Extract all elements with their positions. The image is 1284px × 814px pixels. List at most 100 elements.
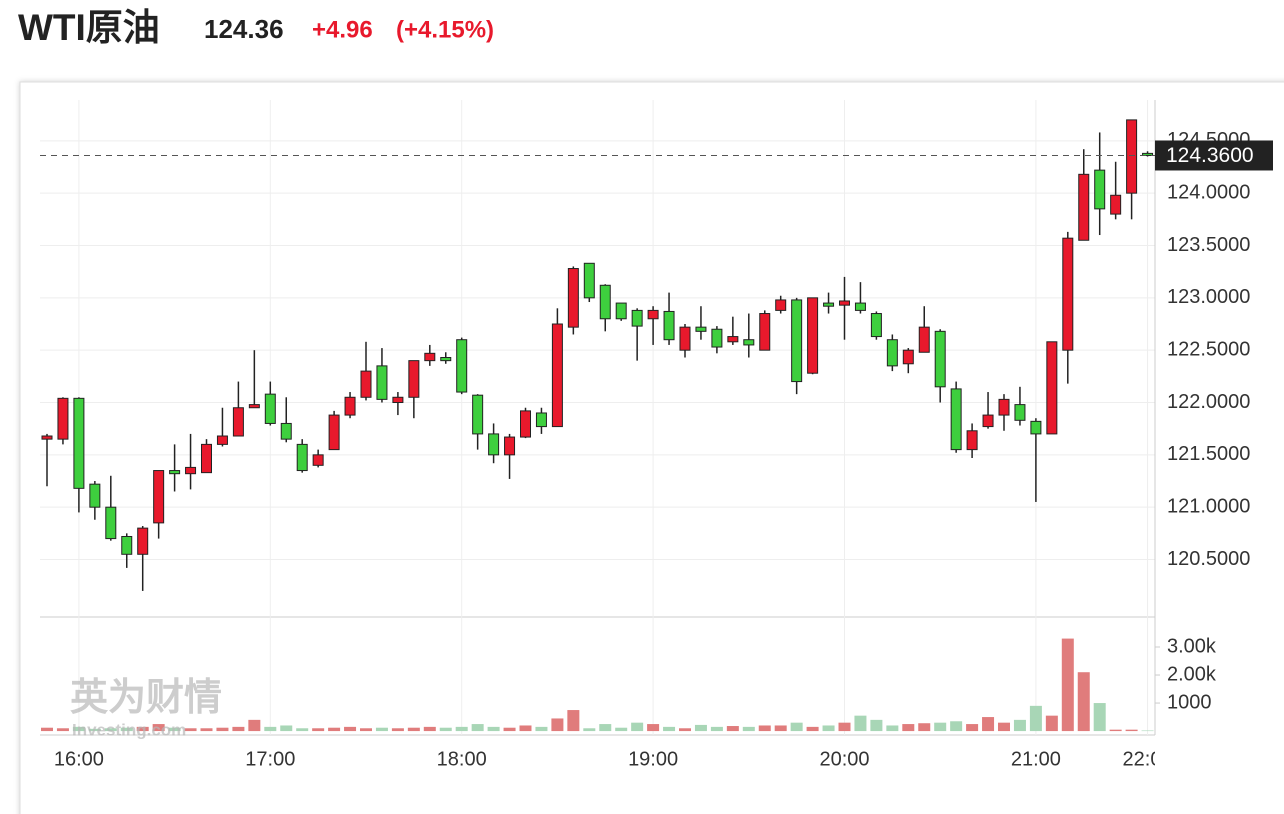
volume-bar xyxy=(1077,672,1090,732)
candle-body xyxy=(807,297,819,374)
volume-bar xyxy=(663,726,676,732)
candle-body xyxy=(934,330,946,388)
volume-bar xyxy=(423,726,436,732)
volume-bar xyxy=(1061,638,1074,732)
volume-bar xyxy=(455,726,468,732)
last-price-box xyxy=(1155,140,1273,171)
volume-bar xyxy=(360,728,372,732)
candle-body xyxy=(440,357,452,362)
volume-bar xyxy=(168,727,181,732)
volume-bar xyxy=(950,721,963,732)
volume-bar xyxy=(886,725,899,732)
candle-body xyxy=(839,300,850,306)
candle-body xyxy=(296,443,308,472)
change-pct: (+4.15%) xyxy=(396,16,494,43)
candle-body xyxy=(695,326,707,332)
candle-body xyxy=(504,436,516,456)
change: +4.96 xyxy=(312,16,373,43)
candle-body xyxy=(248,404,260,409)
candle-body xyxy=(631,309,643,327)
volume-bar xyxy=(88,728,101,732)
volume-bar xyxy=(710,726,723,732)
candle-body xyxy=(137,527,149,555)
volume-bar xyxy=(1141,730,1154,732)
volume-bar xyxy=(120,727,133,732)
candle-body xyxy=(567,268,579,328)
volume-bar xyxy=(232,726,245,732)
candle-body xyxy=(1062,237,1074,351)
candle-body xyxy=(360,370,372,398)
candle-body xyxy=(1110,194,1122,215)
candle-body xyxy=(583,262,595,299)
candle-body xyxy=(73,397,85,489)
volume-bar xyxy=(854,715,867,732)
candle-body xyxy=(823,302,835,307)
volume-bar xyxy=(471,724,484,732)
candle-body xyxy=(615,302,627,320)
candle-body xyxy=(201,443,212,474)
candle-body xyxy=(1030,420,1042,435)
volume-bar xyxy=(998,722,1010,732)
volume-bar xyxy=(312,728,325,732)
volume-bar xyxy=(535,726,548,732)
x-tick-label: 21:00 xyxy=(1011,748,1061,770)
candle-body xyxy=(854,302,866,311)
y-tick-label: 124.0000 xyxy=(1167,181,1250,203)
watermark: 英为财情 xyxy=(70,677,222,719)
candle-body xyxy=(392,396,404,404)
candle-body xyxy=(376,365,388,400)
candle-body xyxy=(551,323,563,428)
volume-bar xyxy=(264,726,277,732)
volume-bar xyxy=(631,722,644,732)
volume-bar xyxy=(758,725,771,732)
candle-body xyxy=(328,414,340,451)
volume-bar xyxy=(1109,729,1122,732)
volume-bar xyxy=(1029,705,1042,732)
volume-bar xyxy=(104,728,117,732)
volume-bar xyxy=(790,722,803,732)
candle-body xyxy=(121,535,133,555)
candle-body xyxy=(950,388,962,451)
candle-body xyxy=(232,407,244,437)
candle-body xyxy=(456,339,468,393)
volume-bar xyxy=(391,728,404,732)
volume-tick-label: 3.00k xyxy=(1167,635,1217,657)
volume-bar xyxy=(870,719,883,732)
candle-body xyxy=(759,313,771,351)
candle-body xyxy=(998,398,1010,416)
volume-tick-label: 2.00k xyxy=(1167,663,1217,685)
volume-bar xyxy=(934,722,947,732)
volume-bar xyxy=(375,727,388,732)
volume-bar xyxy=(152,724,165,732)
volume-bar xyxy=(1013,719,1026,732)
candle-body xyxy=(647,309,659,320)
y-tick-label: 121.0000 xyxy=(1167,495,1250,517)
volume-bar xyxy=(136,726,149,732)
candle-body xyxy=(870,313,882,338)
candle-body xyxy=(727,336,739,343)
volume-bar xyxy=(296,728,309,732)
candle-body xyxy=(169,470,181,475)
candle-body xyxy=(1078,173,1090,241)
instrument-title: WTI原油 xyxy=(18,7,160,48)
candle-body xyxy=(344,396,356,416)
candle-body xyxy=(966,430,978,451)
volume-bar xyxy=(567,710,580,732)
candle-body xyxy=(1014,404,1026,421)
candle-body xyxy=(153,470,165,524)
price: 124.36 xyxy=(204,14,284,44)
x-tick-label: 19:00 xyxy=(628,748,678,770)
volume-bar xyxy=(902,724,915,732)
candle-body xyxy=(488,433,500,456)
volume-bar xyxy=(487,726,500,732)
y-tick-label: 121.5000 xyxy=(1167,443,1250,465)
volume-bar xyxy=(72,726,85,732)
volume-bar xyxy=(694,724,707,732)
volume-bar xyxy=(1045,715,1058,732)
candle-body xyxy=(711,328,723,348)
volume-bar xyxy=(726,726,739,732)
volume-bar xyxy=(1125,729,1138,732)
candle-body xyxy=(312,454,324,466)
last-price-label: 124.3600 xyxy=(1166,144,1254,167)
